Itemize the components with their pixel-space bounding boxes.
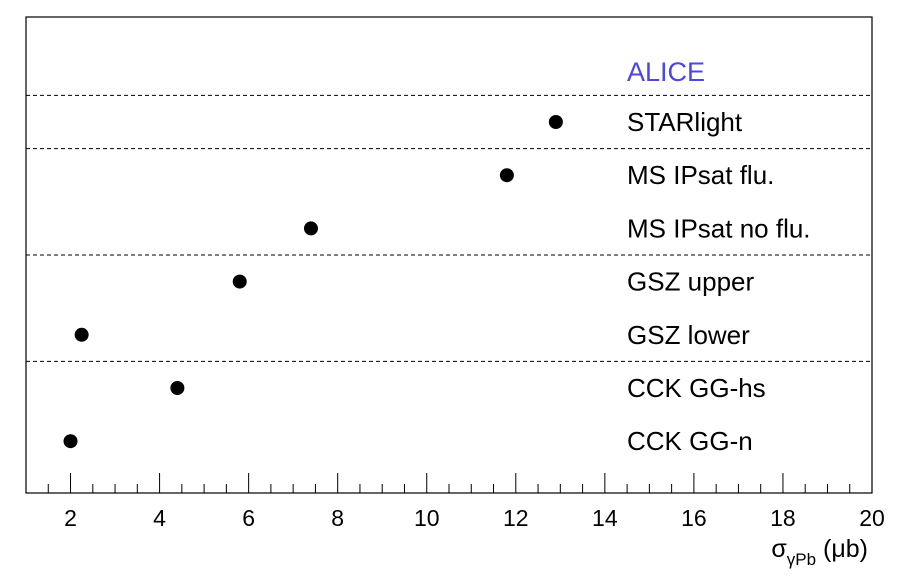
x-axis-title-symbol: σ bbox=[771, 535, 787, 563]
row-label: CCK GG-hs bbox=[627, 373, 766, 403]
data-point bbox=[499, 168, 514, 183]
data-points bbox=[63, 115, 563, 449]
row-label: MS IPsat flu. bbox=[627, 160, 774, 190]
x-axis-title-subscript: γPb bbox=[787, 550, 816, 569]
data-point bbox=[548, 115, 563, 129]
x-axis-title-unit: (μb) bbox=[816, 535, 868, 563]
x-tick-label: 20 bbox=[859, 505, 885, 531]
x-tick-label: 16 bbox=[681, 505, 707, 531]
x-axis-ticks bbox=[25, 473, 873, 493]
x-tick-label: 10 bbox=[414, 505, 440, 531]
row-label: GSZ upper bbox=[627, 267, 755, 297]
x-tick-label: 4 bbox=[153, 505, 166, 531]
data-point bbox=[74, 327, 89, 342]
x-tick-label: 18 bbox=[770, 505, 796, 531]
data-point bbox=[170, 381, 185, 395]
experiment-label: ALICE bbox=[627, 57, 705, 87]
x-tick-label: 14 bbox=[592, 505, 618, 531]
data-point bbox=[63, 434, 78, 449]
row-label: GSZ lower bbox=[627, 320, 750, 350]
row-labels: STARlight MS IPsat flu. MS IPsat no flu. GS… bbox=[627, 107, 811, 456]
x-axis-title: σγPb (μb) bbox=[771, 535, 868, 569]
row-label: STARlight bbox=[627, 107, 743, 137]
data-point bbox=[303, 221, 318, 236]
x-tick-label: 12 bbox=[503, 505, 529, 531]
x-tick-label: 6 bbox=[242, 505, 255, 531]
row-label: CCK GG-n bbox=[627, 426, 753, 456]
data-point bbox=[232, 274, 247, 289]
group-separators bbox=[26, 94, 872, 362]
x-tick-label: 8 bbox=[331, 505, 344, 531]
x-axis-tick-labels: 2 4 6 8 10 12 14 16 18 20 bbox=[64, 505, 885, 531]
x-tick-label: 2 bbox=[64, 505, 77, 531]
row-label: MS IPsat no flu. bbox=[627, 213, 811, 243]
